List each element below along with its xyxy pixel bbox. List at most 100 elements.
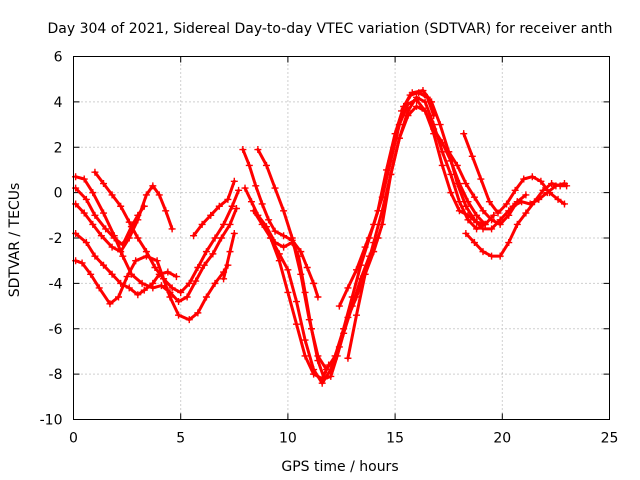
- y-axis-label: SDTVAR / TECUs: [7, 183, 23, 298]
- data-point-marker: [453, 161, 461, 169]
- data-point-marker: [168, 284, 176, 292]
- y-tick-label: -2: [49, 231, 63, 247]
- data-point-marker: [473, 225, 481, 233]
- y-tick-label: -10: [40, 413, 63, 429]
- data-point-marker: [108, 270, 116, 278]
- series-track-5: [72, 184, 148, 249]
- data-point-marker: [89, 189, 97, 197]
- data-point-marker: [108, 191, 116, 199]
- data-point-marker: [479, 207, 487, 215]
- data-point-marker: [481, 220, 489, 228]
- data-point-marker: [479, 248, 487, 256]
- plot-area: [72, 87, 571, 387]
- series-line: [269, 236, 331, 381]
- data-point-marker: [119, 252, 127, 260]
- data-point-marker: [292, 298, 300, 306]
- data-point-marker: [132, 257, 140, 265]
- data-point-marker: [361, 243, 369, 251]
- data-point-marker: [230, 177, 238, 185]
- grid: [73, 56, 610, 420]
- data-point-marker: [490, 211, 498, 219]
- series-track-20: [509, 180, 568, 210]
- data-point-marker: [91, 211, 99, 219]
- data-point-marker: [395, 121, 403, 129]
- data-point-marker: [97, 232, 105, 240]
- data-point-marker: [185, 316, 193, 324]
- data-point-marker: [192, 277, 200, 285]
- series-track-1: [72, 252, 232, 324]
- data-point-marker: [211, 279, 219, 287]
- data-point-marker: [284, 288, 292, 296]
- data-point-marker: [537, 177, 545, 185]
- data-point-marker: [297, 270, 305, 278]
- series-track-3: [72, 182, 176, 256]
- data-point-marker: [331, 352, 339, 360]
- data-point-marker: [292, 320, 300, 328]
- data-point-marker: [503, 200, 511, 208]
- data-point-marker: [100, 209, 108, 217]
- y-tick-label: 2: [54, 140, 63, 156]
- x-tick-label: 15: [386, 431, 404, 447]
- data-point-marker: [232, 205, 240, 213]
- data-point-marker: [477, 175, 485, 183]
- data-point-marker: [404, 111, 412, 119]
- data-point-marker: [398, 107, 406, 115]
- data-point-marker: [430, 111, 438, 119]
- data-point-marker: [511, 186, 519, 194]
- data-point-marker: [127, 270, 135, 278]
- data-point-marker: [250, 207, 258, 215]
- data-point-marker: [353, 311, 361, 319]
- data-point-marker: [325, 361, 333, 369]
- data-point-marker: [134, 211, 142, 219]
- data-point-marker: [462, 229, 470, 237]
- data-point-marker: [265, 216, 273, 224]
- data-point-marker: [280, 243, 288, 251]
- data-point-marker: [175, 311, 183, 319]
- data-point-marker: [310, 370, 318, 378]
- data-point-marker: [314, 293, 322, 301]
- data-point-marker: [413, 96, 421, 104]
- data-point-marker: [160, 275, 168, 283]
- data-point-marker: [194, 263, 202, 271]
- data-point-marker: [310, 279, 318, 287]
- data-point-marker: [460, 130, 468, 138]
- data-point-marker: [560, 200, 568, 208]
- x-axis-label: GPS time / hours: [281, 459, 398, 475]
- data-point-marker: [470, 193, 478, 201]
- data-point-marker: [175, 298, 183, 306]
- y-tick-label: 4: [54, 95, 63, 111]
- data-point-marker: [305, 316, 313, 324]
- data-point-marker: [168, 225, 176, 233]
- data-point-marker: [271, 227, 279, 235]
- data-point-marker: [280, 232, 288, 240]
- data-point-marker: [455, 198, 463, 206]
- data-point-marker: [140, 202, 148, 210]
- data-point-marker: [117, 248, 125, 256]
- series-track-12: [254, 87, 521, 374]
- data-point-marker: [505, 211, 513, 219]
- axis-ticks: 0 5 10 15 20 25 -10 -8 -6 -4 -2 0 2 4 6: [40, 50, 619, 447]
- data-point-marker: [473, 211, 481, 219]
- data-point-marker: [275, 257, 283, 265]
- data-point-marker: [125, 284, 133, 292]
- data-point-marker: [202, 293, 210, 301]
- x-tick-label: 5: [176, 431, 185, 447]
- data-point-marker: [413, 102, 421, 110]
- data-point-marker: [228, 202, 236, 210]
- data-point-marker: [106, 300, 114, 308]
- data-point-marker: [522, 209, 530, 217]
- data-point-marker: [468, 152, 476, 160]
- series-track-8: [220, 229, 238, 283]
- x-tick-label: 10: [279, 431, 297, 447]
- data-point-marker: [348, 293, 356, 301]
- series-line: [241, 148, 320, 299]
- data-point-marker: [245, 161, 253, 169]
- data-point-marker: [117, 279, 125, 287]
- data-point-marker: [211, 234, 219, 242]
- y-tick-label: -6: [49, 322, 63, 338]
- data-point-marker: [522, 191, 530, 199]
- data-point-marker: [436, 121, 444, 129]
- data-point-marker: [235, 186, 243, 194]
- data-point-marker: [415, 89, 423, 97]
- data-point-marker: [455, 207, 463, 215]
